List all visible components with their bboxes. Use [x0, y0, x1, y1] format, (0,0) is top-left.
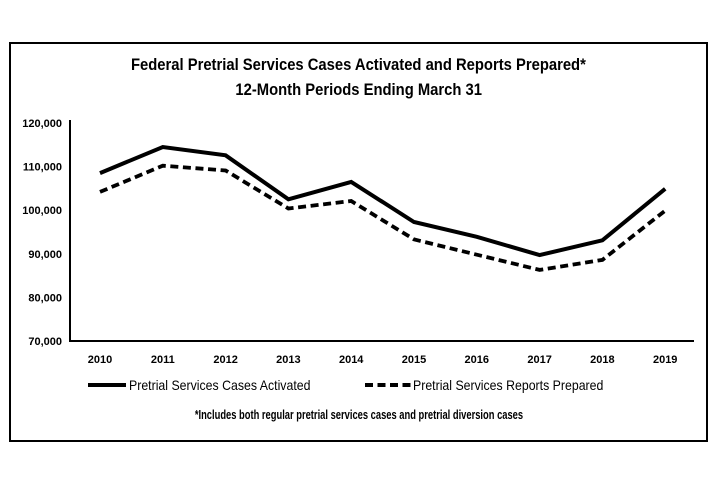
- series-line-solid: [99, 144, 667, 258]
- legend-label-cases-activated: Pretrial Services Cases Activated: [129, 377, 311, 393]
- y-tick-label: 90,000: [28, 249, 62, 261]
- x-tick-label: 2013: [276, 354, 300, 366]
- x-tick-label: 2011: [151, 354, 175, 366]
- footnote-text: *Includes both regular pretrial services…: [194, 407, 523, 422]
- title-line-2: 12-Month Periods Ending March 31: [9, 77, 708, 102]
- x-tick-label: 2018: [590, 354, 614, 366]
- title-line-1: Federal Pretrial Services Cases Activate…: [9, 52, 708, 77]
- chart-subtitle: 12-Month Periods Ending March 31: [235, 80, 482, 99]
- x-tick-label: 2019: [653, 354, 677, 366]
- legend-dashed-line-sample: [365, 383, 412, 387]
- legend-item-cases-activated: Pretrial Services Cases Activated: [87, 377, 335, 393]
- legend-label-reports-prepared: Pretrial Services Reports Prepared: [413, 377, 604, 393]
- chart-title: Federal Pretrial Services Cases Activate…: [131, 55, 586, 74]
- x-tick-label: 2016: [465, 354, 489, 366]
- chart-footnote: *Includes both regular pretrial services…: [9, 407, 708, 422]
- legend-item-reports-prepared: Pretrial Services Reports Prepared: [365, 377, 629, 393]
- x-tick-label: 2015: [402, 354, 426, 366]
- x-tick-label: 2014: [339, 354, 364, 366]
- y-tick-label: 70,000: [28, 336, 62, 348]
- x-tick-label: 2010: [88, 354, 112, 366]
- legend-solid-line-sample: [88, 383, 127, 387]
- chart-legend: Pretrial Services Cases Activated Pretri…: [9, 377, 708, 393]
- y-tick-label: 120,000: [22, 118, 62, 130]
- y-tick-label: 110,000: [23, 162, 62, 174]
- title-block: Federal Pretrial Services Cases Activate…: [9, 52, 708, 102]
- y-tick-label: 80,000: [28, 292, 62, 304]
- y-tick-label: 100,000: [22, 205, 62, 217]
- x-tick-label: 2012: [213, 354, 237, 366]
- x-tick-label: 2017: [527, 354, 551, 366]
- series-line-dashed: [99, 163, 667, 272]
